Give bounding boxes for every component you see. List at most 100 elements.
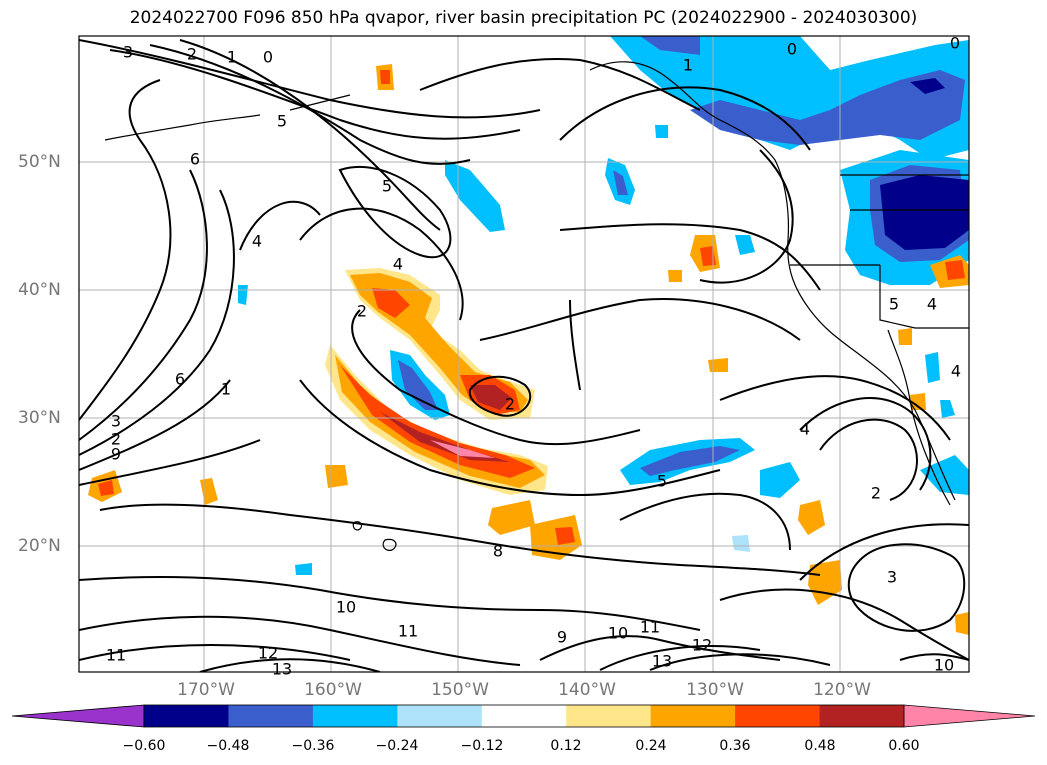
shade-se-blue-3 [925,352,940,383]
contour-label: 12 [692,636,712,655]
shade-warm-4b [98,480,114,496]
shade-subtrop-mid [640,446,740,476]
shade-warm-11 [708,358,728,372]
contour-label: 1 [683,56,693,75]
contour-label: 4 [252,232,262,251]
shade-warm-6 [325,465,348,488]
colorbar-tick: −0.12 [460,738,504,754]
contour-label: 3 [123,43,133,62]
graticule [79,36,969,672]
contour-label: 0 [263,48,273,67]
colorbar-tick: 0.48 [804,738,836,754]
lon-label-130w: 130°W [686,680,744,700]
contour-label: 3 [887,568,897,587]
colorbar-extend-min [11,704,145,728]
lon-label-140w: 140°W [558,680,616,700]
colorbar-segment [397,705,483,727]
shade-band-red [340,365,535,478]
contour-label: 1 [227,48,237,67]
shade-small-blue-3 [295,563,312,575]
shade-warm-8 [808,560,842,605]
shading-layer [88,36,969,635]
contour-label: 13 [272,660,292,679]
contour-label: 13 [652,652,672,671]
contour-label: 10 [934,656,954,675]
colorbar-tick: 0.24 [635,738,667,754]
shade-warm-1b [700,246,716,266]
shade-band-pink [430,440,495,458]
contour-label: 6 [190,150,200,169]
shade-nw-mid [690,70,965,145]
colorbar-segment [144,705,229,727]
shade-warm-3 [530,515,582,560]
shade-ocean-blue-4b [398,360,438,410]
contour-label: 5 [657,472,667,491]
colorbar-tick: −0.60 [122,738,166,754]
contour-label: 2 [187,45,197,64]
contour-label: 2 [357,302,367,321]
contour-label: 11 [640,618,660,637]
shade-ocean-blue-1 [445,160,505,232]
shade-nw-blue-2 [640,36,700,55]
contour-label: 8 [493,542,503,561]
colorbar-tick: 0.36 [719,738,751,754]
shade-warm-5 [200,478,218,505]
shade-se-blue [920,455,969,495]
shade-warm-12 [910,393,926,410]
contour-label: 0 [787,40,797,59]
coastline-layer [104,61,969,551]
contour-label: 10 [336,598,356,617]
contour-label: 12 [258,644,278,663]
lat-label-40n: 40°N [18,280,61,300]
lat-label-30n: 30°N [18,408,61,428]
contour-label: 11 [106,646,126,665]
colorbar-segment [819,705,905,727]
shade-ar-mid-dark [470,385,512,410]
shade-warm-2 [488,500,535,535]
shade-warm-15 [898,328,912,345]
contour-label: 5 [889,295,899,314]
contour-label: 1 [221,380,231,399]
contour-label: 5 [382,177,392,196]
contour-label: 4 [951,362,961,381]
colorbar-segment [566,705,652,727]
lon-label-150w: 150°W [431,680,489,700]
contour-label: 9 [111,445,121,464]
lon-label-120w: 120°W [813,680,871,700]
colorbar-tick: −0.48 [206,738,250,754]
colorbar-segment [735,705,821,727]
colorbar-segment [481,705,567,727]
shade-se-blue-2 [940,400,955,418]
lon-label-170w: 170°W [177,680,235,700]
plot-frame [78,35,970,673]
colorbar-tick: −0.24 [375,738,419,754]
colorbar-segment [650,705,736,727]
contour-label: 0 [950,34,960,53]
contour-label: 3 [111,412,121,431]
shade-ar-upper-red [372,288,410,318]
shade-ocean-blue-2b [613,170,628,195]
contour-layer [79,39,969,672]
lon-label-160w: 160°W [304,680,362,700]
colorbar-segment [312,705,398,727]
lat-label-20n: 20°N [18,536,61,556]
colorbar-tick: 0.60 [888,738,920,754]
contour-label: 9 [557,628,567,647]
shade-ocean-blue-3 [735,235,755,255]
contour-label: 4 [393,255,403,274]
colorbar-tick: −0.36 [291,738,335,754]
contour-label: 6 [175,370,185,389]
shade-warm-14 [955,612,969,635]
contour-label: 4 [927,295,937,314]
contour-label: 2 [111,430,121,449]
colorbar-extend-max [903,704,1036,728]
shade-warm-9b [945,260,965,280]
shade-small-blue-4 [732,535,750,552]
lat-label-50n: 50°N [18,152,61,172]
shade-subtrop-blue-2 [760,462,800,498]
contour-label: 2 [505,395,515,414]
contour-label: 10 [608,624,628,643]
colorbar-segment [228,705,314,727]
